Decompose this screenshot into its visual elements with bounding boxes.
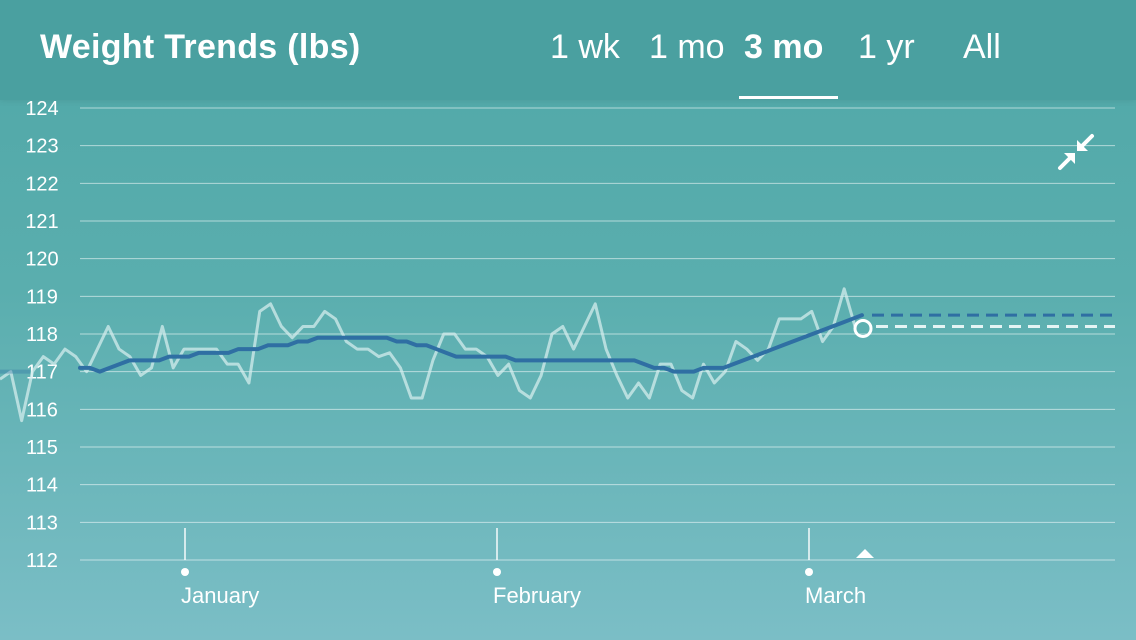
- y-tick-label: 123: [25, 136, 58, 158]
- latest-weight-marker[interactable]: [853, 318, 873, 338]
- triangle-marker-icon: [856, 549, 874, 558]
- y-tick-label: 120: [25, 249, 58, 271]
- raw-weight-line: [0, 287, 857, 423]
- tab-1-week[interactable]: 1 wk: [550, 28, 620, 66]
- x-axis: January February March: [181, 528, 874, 608]
- y-tick-label: 121: [25, 211, 58, 233]
- chart-series: [0, 287, 1115, 423]
- y-tick-label: 124: [25, 98, 58, 120]
- x-axis-label: February: [493, 583, 581, 608]
- y-tick-label: 119: [26, 286, 58, 308]
- page-title: Weight Trends (lbs): [40, 28, 361, 66]
- x-axis-label: January: [181, 583, 259, 608]
- y-tick-label: 114: [26, 475, 58, 497]
- tab-1-month[interactable]: 1 mo: [649, 28, 725, 66]
- trend-weight-line: [78, 313, 864, 374]
- top-bar: Weight Trends (lbs) 1 wk 1 mo 3 mo 1 yr …: [0, 0, 1136, 100]
- collapse-arrows-icon: [1058, 134, 1094, 170]
- y-tick-label: 112: [26, 550, 58, 572]
- y-tick-label: 116: [26, 399, 58, 421]
- tab-3-months[interactable]: 3 mo: [744, 28, 824, 66]
- y-tick-label: 118: [26, 324, 58, 346]
- y-tick-label: 122: [25, 173, 58, 195]
- chart-gridlines: [80, 107, 1115, 561]
- month-dot: [493, 568, 501, 576]
- tab-all[interactable]: All: [963, 28, 1001, 66]
- y-tick-label: 115: [26, 437, 58, 459]
- month-dot: [805, 568, 813, 576]
- collapse-chart-button[interactable]: [1054, 130, 1098, 174]
- x-axis-label: March: [805, 583, 866, 608]
- active-tab-indicator: [739, 96, 838, 99]
- tab-1-year[interactable]: 1 yr: [858, 28, 915, 66]
- month-dot: [181, 568, 189, 576]
- y-tick-label: 113: [26, 512, 58, 534]
